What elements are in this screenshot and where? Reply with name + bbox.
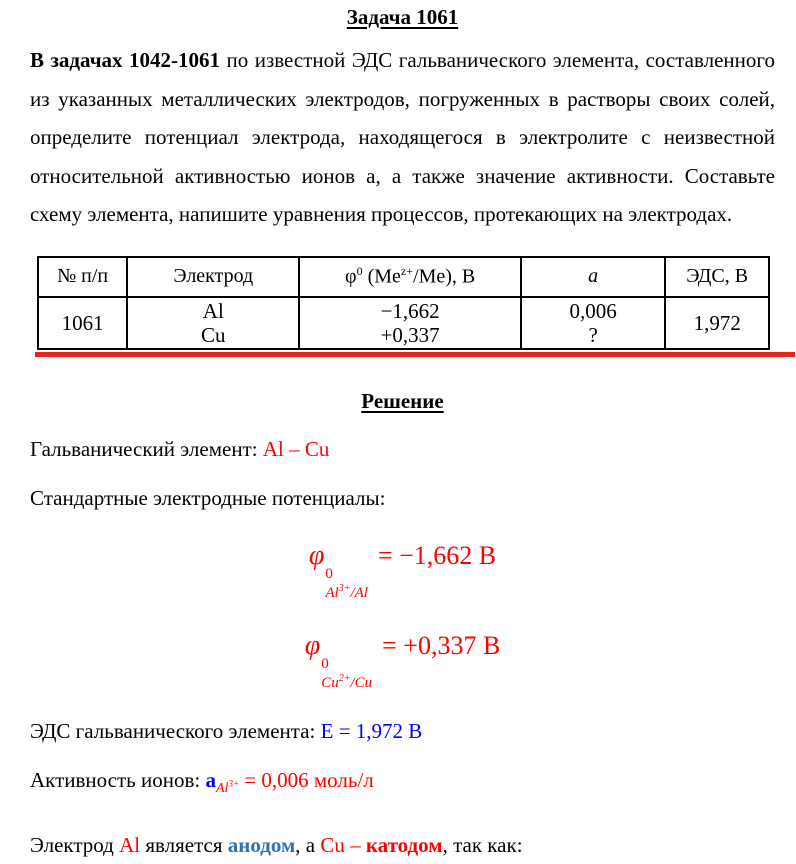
emf-value: E = 1,972 В (320, 718, 423, 743)
problem-statement: В задачах 1042-1061 по известной ЭДС гал… (30, 41, 775, 234)
header-activity: a (519, 255, 667, 298)
problem-text: по известной ЭДС гальванического элемент… (30, 48, 775, 226)
emf-line: ЭДС гальванического элемента: E = 1,972 … (30, 718, 423, 743)
activity-value: = 0,006 моль/л (239, 767, 374, 792)
formula-al-potential: φ 0 Al3+/Al = −1,662 В (308, 539, 497, 601)
problem-range-bold: В задачах 1042-1061 (30, 48, 221, 72)
cell-electrodes: Al Cu (126, 295, 301, 350)
galvanic-element-line: Гальванический элемент: Al – Cu (30, 436, 330, 461)
cathode-word: катодом (365, 832, 443, 857)
anode-word: анодом (227, 832, 296, 857)
activity-subscript: Al3+ (216, 778, 240, 796)
cell-num: 1061 (36, 295, 129, 350)
red-divider (35, 351, 795, 357)
activity-symbol: a (205, 767, 217, 792)
table-row: 1061 Al Cu −1,662 +0,337 0,006 ? 1,972 (36, 295, 770, 350)
potential-formulas: φ 0 Al3+/Al = −1,662 В φ 0 Cu2+/Cu = +0,337 В (30, 536, 775, 691)
standard-potentials-line: Стандартные электродные потенциалы: (30, 485, 386, 510)
activity-line: Активность ионов: aAl3+ = 0,006 моль/л (30, 767, 374, 796)
cell-potentials: −1,662 +0,337 (298, 295, 522, 350)
header-electrode: Электрод (126, 255, 301, 298)
table-header-row: № п/п Электрод φ0 (Mez+/Me), В a ЭДС, В (36, 255, 770, 298)
solution-heading: Решение (361, 388, 444, 413)
conditions-table: № п/п Электрод φ0 (Mez+/Me), В a ЭДС, В … (36, 255, 770, 350)
page-title: Задача 1061 (346, 5, 459, 29)
header-potential: φ0 (Mez+/Me), В (298, 255, 522, 298)
galvanic-pair-value: Al – Cu (262, 436, 330, 461)
formula-cu-potential: φ 0 Cu2+/Cu = +0,337 В (304, 629, 501, 691)
cell-emf: 1,972 (664, 295, 770, 350)
cell-activity: 0,006 ? (519, 295, 667, 350)
electrode-roles-line: Электрод Al является анодом, а Cu – като… (30, 832, 523, 857)
header-num: № п/п (36, 255, 129, 298)
header-emf: ЭДС, В (664, 255, 770, 298)
